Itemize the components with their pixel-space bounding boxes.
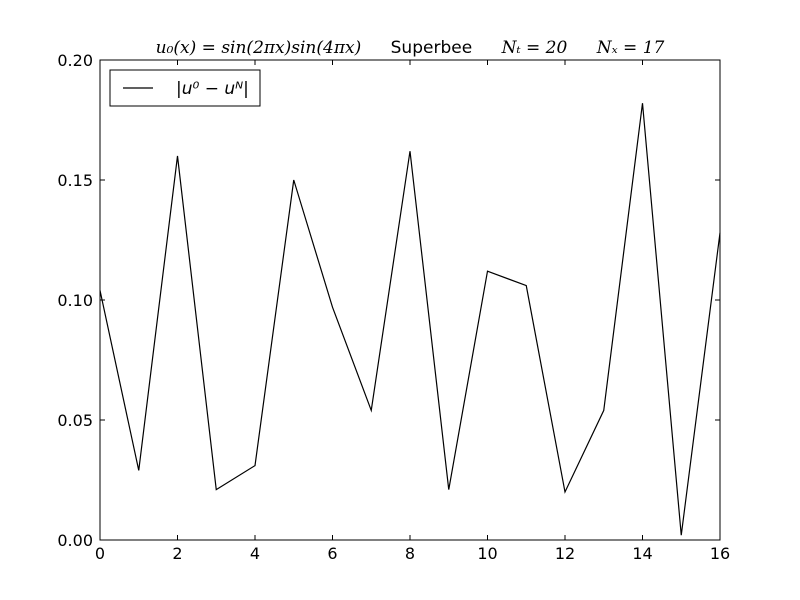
- x-tick-label: 6: [327, 544, 337, 563]
- x-tick-label: 10: [477, 544, 497, 563]
- x-tick-label: 8: [405, 544, 415, 563]
- chart-title: u₀(x) = sin(2πx)sin(4πx) Superbee Nₜ = 2…: [156, 38, 665, 58]
- y-tick-label: 0.10: [57, 291, 93, 310]
- series-layer: [99, 103, 721, 536]
- x-tick-label: 2: [172, 544, 182, 563]
- title-scheme: Superbee: [391, 38, 473, 58]
- x-tick-label: 14: [632, 544, 652, 563]
- title-nx: Nₓ = 17: [596, 38, 665, 58]
- y-tick-label: 0.00: [57, 531, 93, 550]
- y-tick-label: 0.15: [57, 171, 93, 190]
- y-tick-label: 0.20: [57, 51, 93, 70]
- y-tick-label: 0.05: [57, 411, 93, 430]
- title-nt: Nₜ = 20: [501, 38, 568, 58]
- plot-frame: [99, 59, 721, 541]
- series-line-0: [99, 103, 721, 536]
- x-tick-label: 4: [250, 544, 260, 563]
- x-tick-label: 12: [555, 544, 575, 563]
- plot-area: [100, 60, 720, 540]
- legend: |u⁰ − uᴺ|: [109, 69, 261, 107]
- x-tick-label: 16: [710, 544, 730, 563]
- title-formula: u₀(x) = sin(2πx)sin(4πx): [156, 38, 362, 58]
- x-tick-label: 0: [95, 544, 105, 563]
- legend-label: |u⁰ − uᴺ|: [176, 79, 249, 99]
